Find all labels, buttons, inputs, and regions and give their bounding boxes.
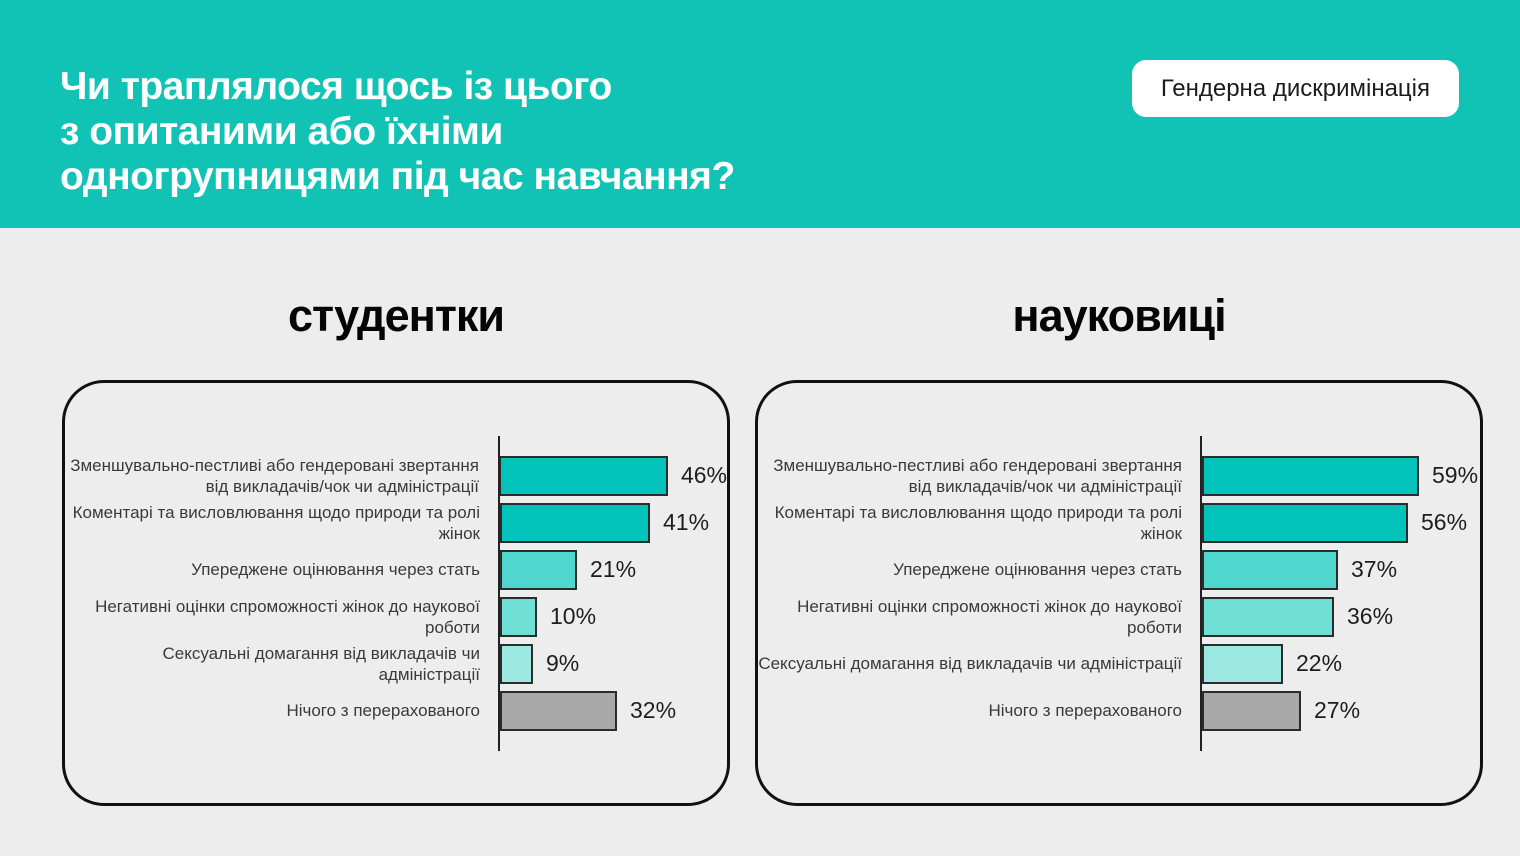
category-label: Сексуальні домагання від викладачів чи а… — [162, 643, 480, 684]
chart-row: Сексуальні домагання від викладачів чи а… — [65, 643, 727, 684]
category-label: Упереджене оцінювання через стать — [191, 560, 480, 579]
chart-panel-students: Зменшувально-пестливі або гендеровані зв… — [62, 380, 730, 806]
bar — [498, 455, 668, 496]
bar — [1202, 502, 1408, 543]
bar-area: 21% — [498, 549, 727, 590]
bar — [500, 690, 617, 731]
chart-row: Зменшувально-пестливі або гендеровані зв… — [758, 455, 1480, 496]
bar — [1202, 643, 1283, 684]
chart-row: Упереджене оцінювання через стать 21% — [65, 549, 727, 590]
category-label: Упереджене оцінювання через стать — [893, 560, 1182, 579]
title-line-2: з опитаними або їхніми — [60, 110, 503, 153]
bar — [1202, 455, 1419, 496]
bar-chart-students: Зменшувально-пестливі або гендеровані зв… — [65, 435, 727, 751]
bar — [500, 502, 650, 543]
bar-area: 22% — [1200, 643, 1480, 684]
title-line-3: одногрупницями під час навчання? — [60, 155, 735, 198]
chart-title-students: студентки — [287, 290, 505, 341]
chart-row: Зменшувально-пестливі або гендеровані зв… — [65, 455, 727, 496]
chart-row: Сексуальні домагання від викладачів чи а… — [758, 643, 1480, 684]
bar-area: 41% — [498, 502, 727, 543]
category-label: Нічого з перерахованого — [286, 701, 480, 720]
bar — [500, 549, 577, 590]
survey-question-title: Чи траплялося щось із цього з опитаними … — [60, 64, 1460, 199]
bar-area: 59% — [1200, 455, 1480, 496]
bar-area: 10% — [498, 596, 727, 637]
chart-row: Коментарі та висловлювання щодо природи … — [65, 502, 727, 543]
value-label: 27% — [1314, 697, 1361, 723]
value-label: 41% — [663, 509, 710, 535]
value-label: 21% — [590, 556, 637, 582]
chart-title-scientists: науковиці — [1012, 290, 1226, 341]
charts-row: студентки Зменшувально-пестливі або генд… — [62, 228, 1483, 806]
value-label: 36% — [1347, 603, 1394, 629]
topic-badge: Гендерна дискримінація — [1131, 60, 1459, 117]
bar-area: 32% — [498, 690, 727, 731]
bar — [500, 643, 533, 684]
chart-block-scientists: науковиці Зменшувально-пестливі або генд… — [755, 228, 1483, 806]
value-label: 9% — [546, 650, 580, 676]
value-label: 10% — [550, 603, 597, 629]
bar — [1202, 596, 1334, 637]
value-label: 22% — [1296, 650, 1343, 676]
category-label: Сексуальні домагання від викладачів чи а… — [758, 654, 1182, 673]
bar-area: 46% — [497, 455, 727, 496]
value-label: 46% — [680, 462, 727, 488]
category-label: Нічого з перерахованого — [988, 701, 1182, 720]
category-label: Зменшувально-пестливі або гендеровані зв… — [773, 455, 1182, 496]
category-label: Коментарі та висловлювання щодо природи … — [72, 502, 480, 543]
category-label: Негативні оцінки спроможності жінок до н… — [95, 596, 480, 637]
bar-chart-scientists: Зменшувально-пестливі або гендеровані зв… — [758, 435, 1480, 751]
value-label: 56% — [1421, 509, 1468, 535]
bar-area: 37% — [1200, 549, 1480, 590]
bar-area: 36% — [1200, 596, 1480, 637]
category-label: Зменшувально-пестливі або гендеровані зв… — [70, 455, 479, 496]
chart-block-students: студентки Зменшувально-пестливі або генд… — [62, 228, 730, 806]
chart-row: Негативні оцінки спроможності жінок до н… — [65, 596, 727, 637]
category-label: Негативні оцінки спроможності жінок до н… — [797, 596, 1182, 637]
bar-area: 27% — [1200, 690, 1480, 731]
bar — [500, 596, 537, 637]
header-banner: Чи траплялося щось із цього з опитаними … — [0, 0, 1520, 228]
bar — [1202, 690, 1301, 731]
value-label: 37% — [1351, 556, 1398, 582]
category-label: Коментарі та висловлювання щодо природи … — [774, 502, 1182, 543]
bar-area: 9% — [498, 643, 727, 684]
bar — [1202, 549, 1338, 590]
chart-row: Упереджене оцінювання через стать 37% — [758, 549, 1480, 590]
value-label: 59% — [1432, 462, 1479, 488]
chart-row: Нічого з перерахованого 32% — [65, 690, 727, 731]
bar-area: 56% — [1200, 502, 1480, 543]
value-label: 32% — [630, 697, 677, 723]
title-line-1: Чи траплялося щось із цього — [60, 65, 612, 108]
chart-row: Коментарі та висловлювання щодо природи … — [758, 502, 1480, 543]
chart-panel-scientists: Зменшувально-пестливі або гендеровані зв… — [755, 380, 1483, 806]
chart-row: Нічого з перерахованого 27% — [758, 690, 1480, 731]
chart-row: Негативні оцінки спроможності жінок до н… — [758, 596, 1480, 637]
